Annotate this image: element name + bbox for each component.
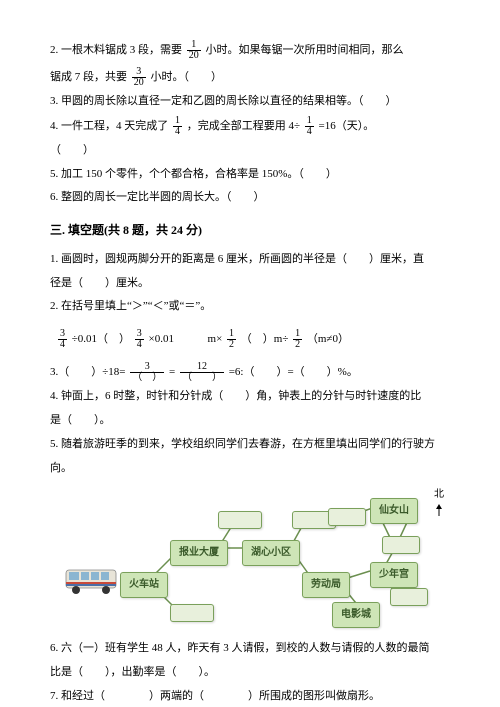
q2-text-d: 小时。（ ） xyxy=(151,71,223,83)
q2-text-c: 锯成 7 段，共要 xyxy=(50,71,127,83)
s3-q1-line1: 1. 画圆时，圆规两脚分开的距离是 6 厘米，所画圆的半径是（ ）厘米，直 xyxy=(50,250,455,270)
q4-text-b: ，完成全部工程要用 4÷ xyxy=(187,120,300,132)
node-dianying: 电影城 xyxy=(332,602,380,628)
expression-row: 3 4 ÷0.01（ ） 3 4 ×0.01 m× 1 2 （ ）m÷ 1 2 … xyxy=(50,329,455,350)
bus-icon xyxy=(64,564,122,592)
node-empty-5 xyxy=(382,536,420,554)
question-6: 6. 整圆的周长一定比半圆的周长大。（ ） xyxy=(50,188,455,208)
q4-text-a: 4. 一件工程，4 天完成了 xyxy=(50,120,168,132)
fraction: 1 2 xyxy=(227,329,236,350)
node-baoye: 报业大厦 xyxy=(170,540,228,566)
s3q3-text-b: = xyxy=(169,366,175,378)
route-diagram: 北 xyxy=(70,486,450,631)
node-empty-2 xyxy=(218,511,262,529)
fraction: 1 4 xyxy=(173,116,182,137)
q2-text-b: 小时。如果每锯一次所用时间相同，那么 xyxy=(206,44,404,56)
node-xiannu: 仙女山 xyxy=(370,498,418,524)
expr-text: m× xyxy=(208,333,223,345)
fraction: 3 4 xyxy=(135,329,144,350)
question-4-line1: 4. 一件工程，4 天完成了 1 4 ，完成全部工程要用 4÷ 1 4 =16（… xyxy=(50,116,455,137)
question-3: 3. 甲圆的周长除以直径一定和乙圆的周长除以直径的结果相等。（ ） xyxy=(50,92,455,112)
expr-text: ×0.01 xyxy=(149,333,174,345)
fraction: 3 20 xyxy=(132,67,146,88)
q2-text-a: 2. 一根木料锯成 3 段，需要 xyxy=(50,44,182,56)
node-huochezhan: 火车站 xyxy=(120,572,168,598)
s3-q1-line2: 径是（ ）厘米。 xyxy=(50,274,455,294)
section-3-title: 三. 填空题(共 8 题，共 24 分) xyxy=(50,220,455,242)
node-huxin: 湖心小区 xyxy=(242,540,300,566)
s3-q4-line2: 是（ ）。 xyxy=(50,411,455,431)
s3-q2: 2. 在括号里填上“＞”“＜”或“＝”。 xyxy=(50,297,455,317)
node-empty-4 xyxy=(328,508,366,526)
question-5: 5. 加工 150 个零件，个个都合格，合格率是 150%。（ ） xyxy=(50,165,455,185)
s3-q6-line2: 比是（ ），出勤率是（ ）。 xyxy=(50,663,455,683)
question-2-line1: 2. 一根木料锯成 3 段，需要 1 20 小时。如果每锯一次所用时间相同，那么 xyxy=(50,40,455,61)
s3-q5-line2: 向。 xyxy=(50,459,455,479)
q4-text-c: =16（天）。 xyxy=(319,120,375,132)
s3q3-text-c: =6:（ ）=（ ）%。 xyxy=(229,366,358,378)
fraction: 1 2 xyxy=(293,329,302,350)
question-2-line2: 锯成 7 段，共要 3 20 小时。（ ） xyxy=(50,67,455,88)
s3-q3: 3.（ ）÷18= 3 （ ） = 12 （ ） =6:（ ）=（ ）%。 xyxy=(50,362,455,383)
node-empty-1 xyxy=(170,604,214,622)
fraction: 12 （ ） xyxy=(180,362,224,383)
fraction: 3 4 xyxy=(58,329,67,350)
expr-text: （m≠0） xyxy=(307,333,349,345)
s3-q6-line1: 6. 六（一）班有学生 48 人，昨天有 3 人请假，到校的人数与请假的人数的最… xyxy=(50,639,455,659)
fraction: 1 20 xyxy=(187,40,201,61)
node-shaonian: 少年宫 xyxy=(370,562,418,588)
s3q3-text-a: 3.（ ）÷18= xyxy=(50,366,126,378)
s3-q5-line1: 5. 随着旅游旺季的到来，学校组织同学们去春游，在方框里填出同学们的行驶方 xyxy=(50,435,455,455)
fraction: 3 （ ） xyxy=(130,362,164,383)
expr-text: ÷0.01（ ） xyxy=(72,333,130,345)
node-laodong: 劳动局 xyxy=(302,572,350,598)
question-4-line2: （ ） xyxy=(50,141,455,161)
node-empty-6 xyxy=(390,588,428,606)
s3-q7: 7. 和经过（ ）两端的（ ）所围成的图形叫做扇形。 xyxy=(50,687,455,707)
fraction: 1 4 xyxy=(305,116,314,137)
expr-text: （ ）m÷ xyxy=(241,333,289,345)
s3-q4-line1: 4. 钟面上，6 时整，时针和分针成（ ）角，钟表上的分针与时针速度的比 xyxy=(50,387,455,407)
compass-north: 北 xyxy=(433,486,445,525)
